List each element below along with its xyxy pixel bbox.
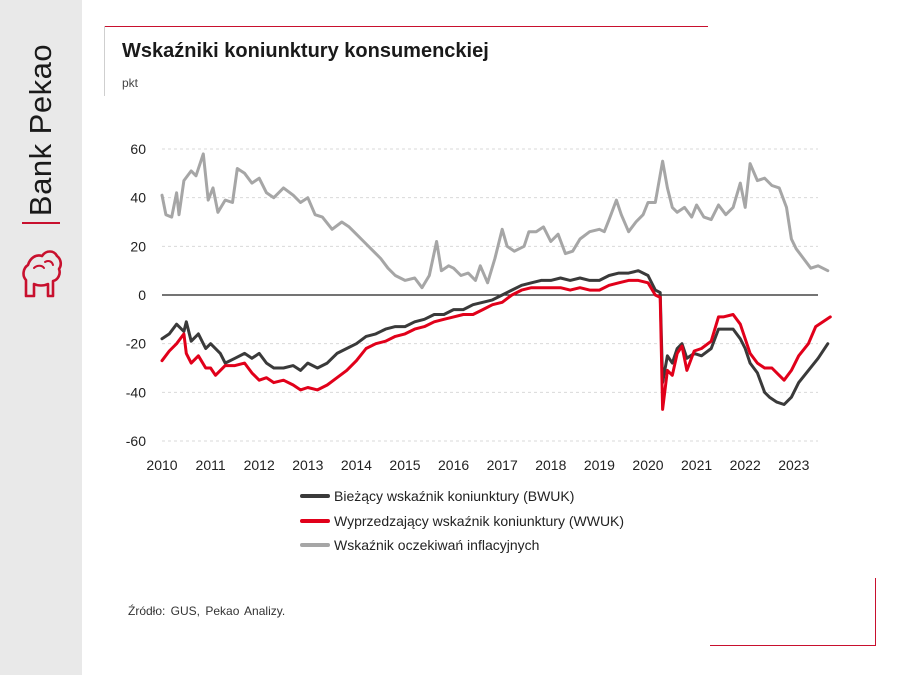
- x-tick-label: 2012: [244, 457, 275, 473]
- series-line-2: [160, 152, 830, 290]
- x-tick-label: 2017: [487, 457, 518, 473]
- x-tick-label: 2015: [389, 457, 420, 473]
- x-tick-label: 2010: [146, 457, 177, 473]
- series-line-1: [160, 278, 832, 411]
- y-tick-label: 60: [130, 141, 146, 157]
- brand-divider: [22, 222, 60, 224]
- x-tick-label: 2019: [584, 457, 615, 473]
- source-note: Źródło: GUS, Pekao Analizy.: [128, 604, 286, 618]
- y-tick-label: 0: [138, 287, 146, 303]
- legend: Bieżący wskaźnik koniunktury (BWUK) Wyprz…: [300, 484, 624, 558]
- x-tick-label: 2013: [292, 457, 323, 473]
- y-tick-label: 40: [130, 190, 146, 206]
- x-tick-label: 2016: [438, 457, 469, 473]
- legend-label: Wyprzedzający wskaźnik koniunktury (WWUK…: [334, 512, 625, 529]
- x-tick-label: 2020: [632, 457, 663, 473]
- gridlines: [162, 148, 818, 442]
- y-tick-label: -60: [126, 433, 146, 449]
- legend-label: Bieżący wskaźnik koniunktury (BWUK): [334, 488, 575, 505]
- chart-series: [160, 152, 832, 411]
- legend-swatch: [300, 543, 330, 548]
- frame-bottom-rule: [710, 645, 875, 646]
- legend-swatch: [300, 494, 330, 499]
- x-tick-label: 2022: [730, 457, 761, 473]
- chart-title: Wskaźniki koniunktury konsumenckiej: [122, 40, 489, 62]
- brand-sidebar: Bank Pekao: [0, 0, 82, 675]
- x-tick-label: 2018: [535, 457, 566, 473]
- legend-label: Wskaźnik oczekiwań inflacyjnych: [334, 537, 540, 554]
- frame-right-rule: [875, 578, 876, 646]
- legend-item: Wyprzedzający wskaźnik koniunktury (WWUK…: [300, 509, 624, 534]
- pekao-bison-logo-icon: [22, 250, 63, 298]
- legend-item: Wskaźnik oczekiwań inflacyjnych: [300, 533, 624, 558]
- y-axis-tick-labels: 60 40 20 0 -20 -40 -60: [126, 141, 146, 449]
- x-tick-label: 2021: [681, 457, 712, 473]
- x-axis-tick-labels: 2010 2011 2012 2013 2014 2015 2016 2017 2018 2019…: [146, 457, 809, 473]
- series-line-0: [160, 269, 830, 406]
- legend-swatch: [300, 518, 330, 523]
- y-tick-label: -20: [126, 336, 146, 352]
- x-tick-label: 2023: [778, 457, 809, 473]
- unit-label: pkt: [122, 76, 139, 90]
- y-tick-label: -40: [126, 384, 146, 400]
- x-tick-label: 2014: [341, 457, 372, 473]
- frame-top-rule: [105, 26, 708, 27]
- x-tick-label: 2011: [196, 457, 226, 473]
- frame-left-rule: [104, 26, 105, 96]
- y-tick-label: 20: [130, 238, 146, 254]
- legend-item: Bieżący wskaźnik koniunktury (BWUK): [300, 484, 624, 509]
